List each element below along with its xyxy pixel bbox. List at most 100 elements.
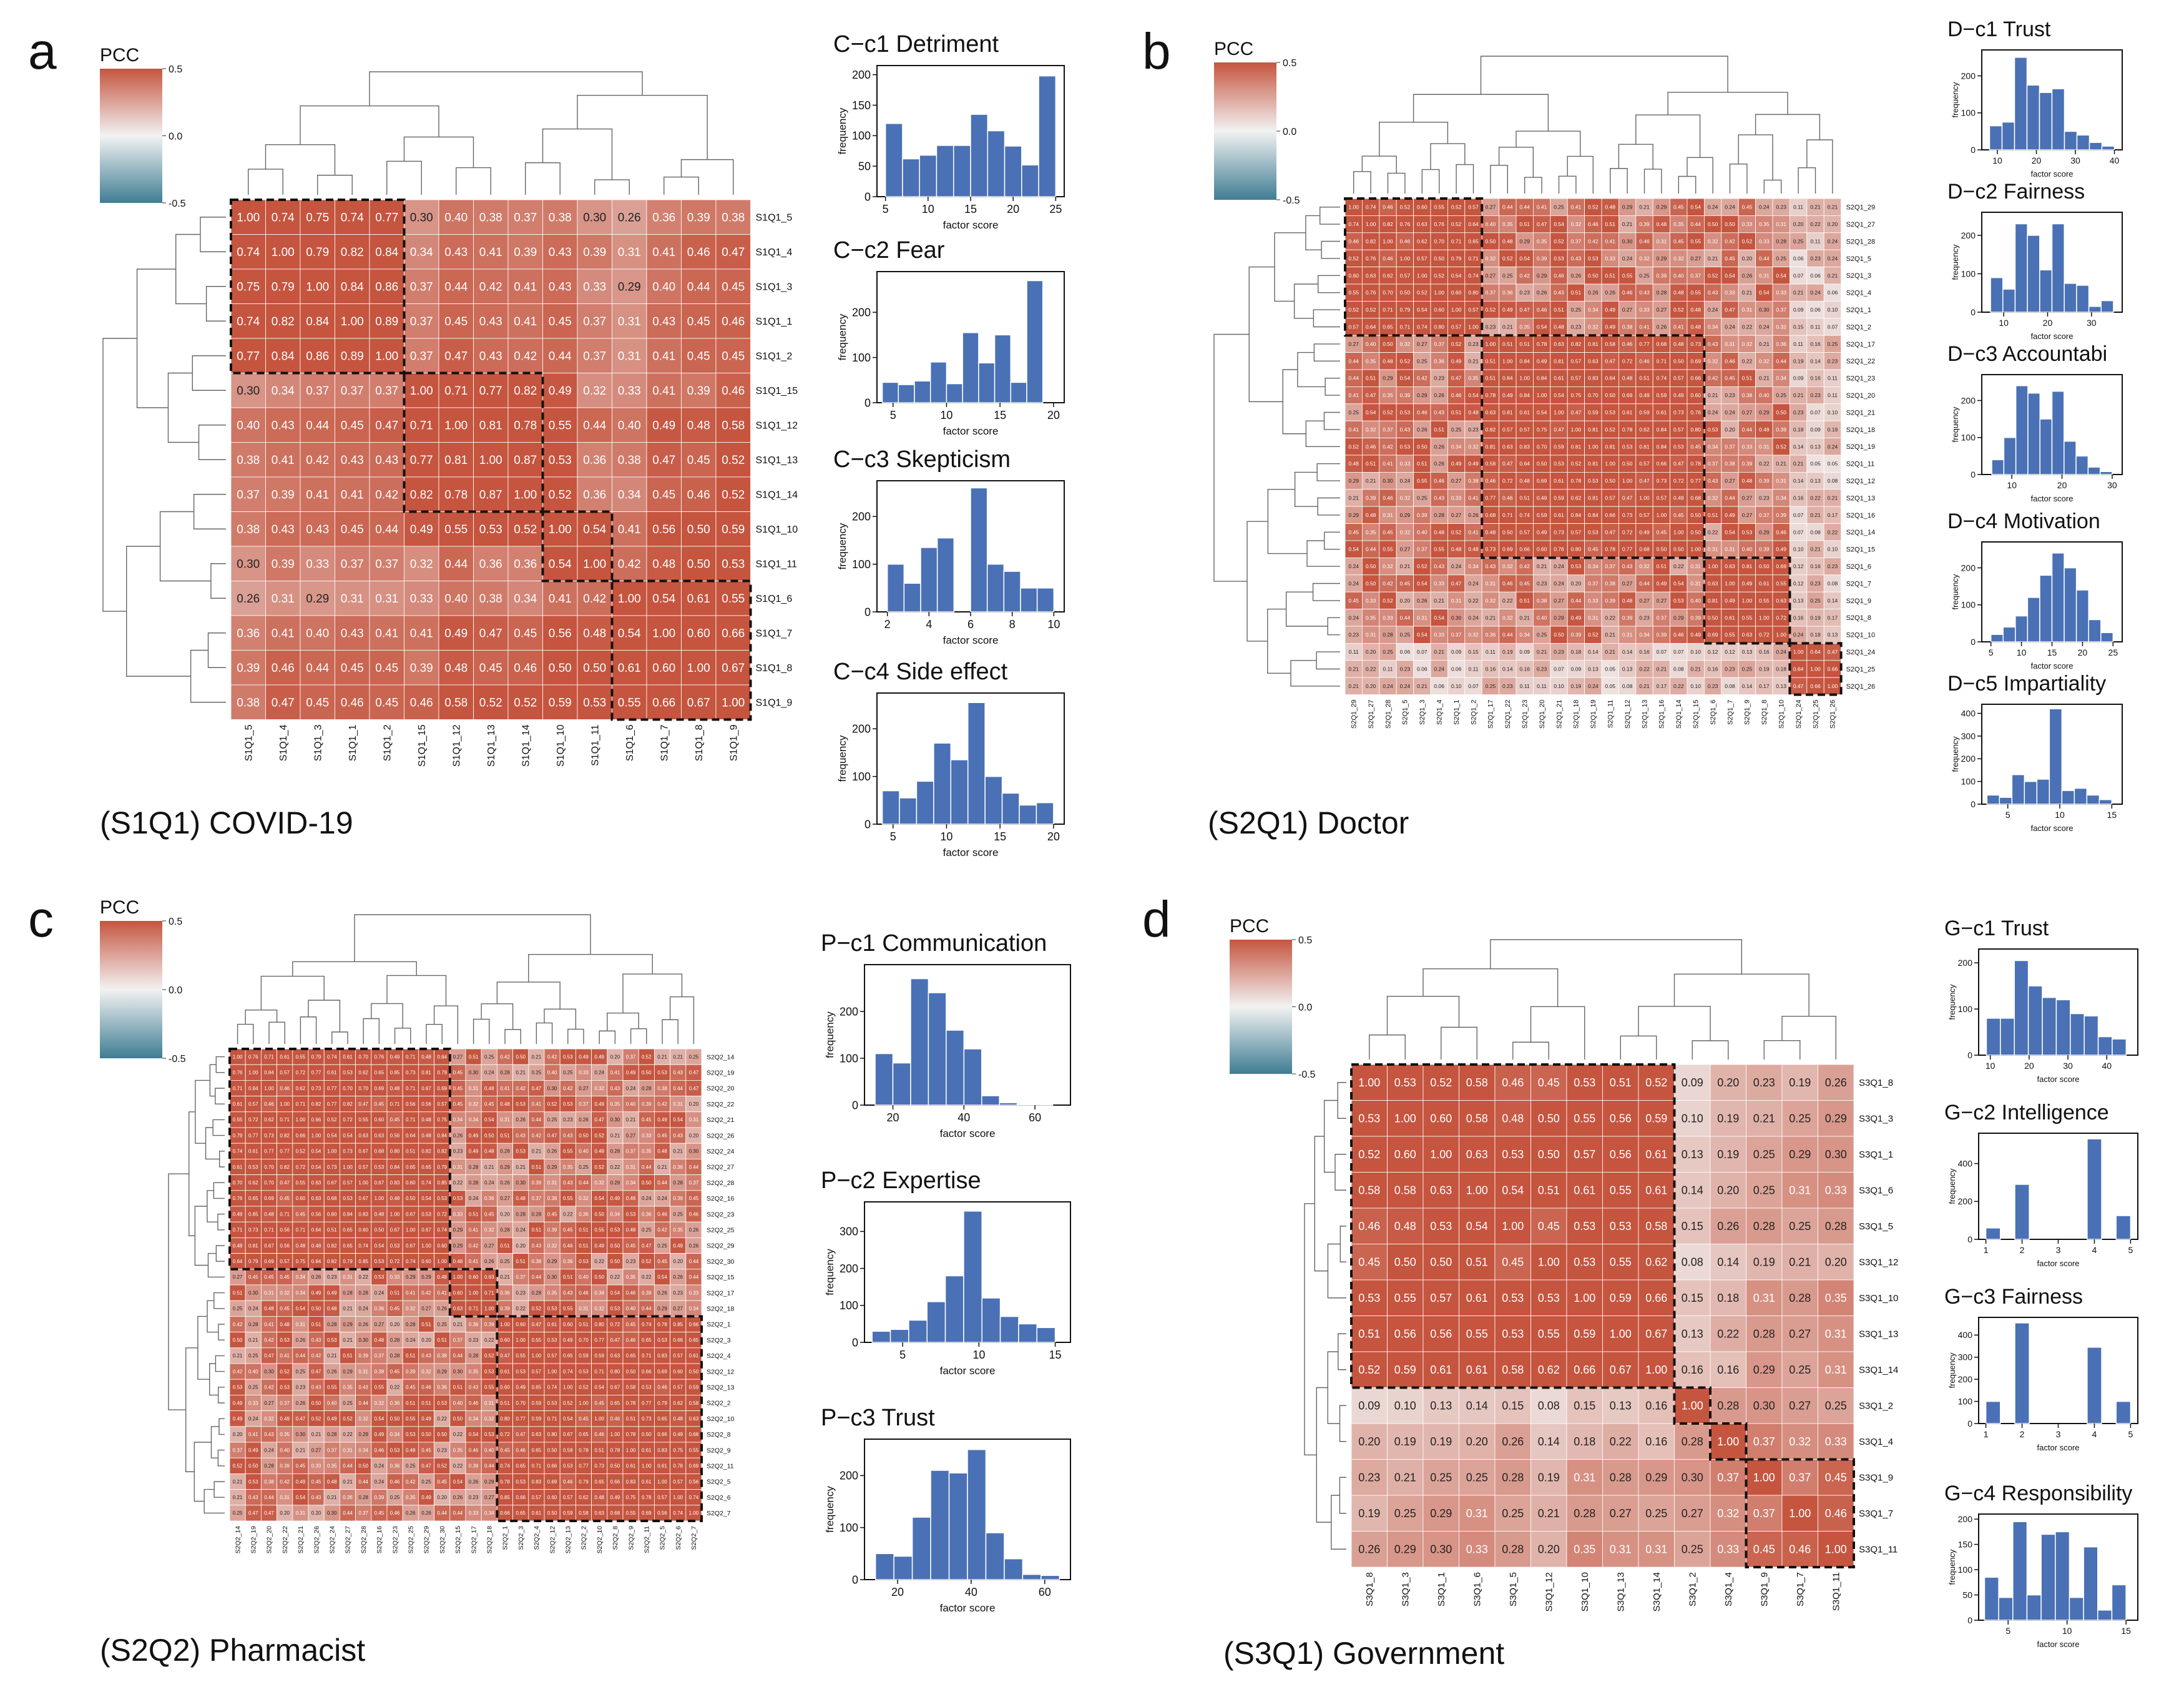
y-tick-label: 100 bbox=[1961, 268, 1976, 278]
heatmap-cell bbox=[1430, 215, 1448, 234]
heatmap-cell-label: 0.55 bbox=[1690, 238, 1701, 244]
heatmap-cell-label: 0.76 bbox=[1366, 290, 1376, 296]
heatmap-cell-label: 0.26 bbox=[673, 1274, 683, 1280]
heatmap-cell-label: 0.48 bbox=[673, 1416, 683, 1422]
heatmap-cell-label: 0.28 bbox=[1789, 1292, 1811, 1304]
heatmap-cell-label: 0.82 bbox=[1383, 221, 1393, 227]
histogram-bar bbox=[2075, 589, 2089, 642]
heatmap-cell-label: 0.26 bbox=[1502, 1435, 1524, 1448]
heatmap-cell bbox=[577, 650, 612, 686]
heatmap-cell-label: 0.57 bbox=[1673, 375, 1684, 381]
heatmap-cell-label: 1.00 bbox=[1610, 1328, 1632, 1340]
column-label: S3Q1_13 bbox=[1616, 1572, 1627, 1611]
heatmap-cell-label: 0.46 bbox=[341, 696, 364, 709]
x-tick-label: 15 bbox=[964, 203, 977, 215]
heatmap-cell bbox=[438, 303, 474, 339]
dendrogram-branch bbox=[1267, 608, 1291, 674]
heatmap-cell-label: 0.53 bbox=[516, 1369, 526, 1374]
heatmap-cell-label: 0.35 bbox=[610, 1101, 620, 1107]
heatmap-cell-label: 0.46 bbox=[1789, 1543, 1811, 1556]
row-label: S2Q2_15 bbox=[707, 1274, 735, 1281]
heatmap-cell-label: 0.41 bbox=[652, 385, 675, 398]
heatmap-cell-label: 0.84 bbox=[1588, 512, 1599, 518]
heatmap-cell-label: 0.36 bbox=[1776, 341, 1786, 347]
heatmap-cell-label: 0.32 bbox=[406, 1306, 416, 1312]
heatmap-cell-label: 0.52 bbox=[1434, 272, 1444, 278]
heatmap-cell-label: 0.70 bbox=[358, 1086, 368, 1091]
heatmap-cell-label: 0.23 bbox=[1571, 323, 1582, 330]
heatmap-cell-label: 0.26 bbox=[1605, 290, 1615, 296]
dendrogram-branch bbox=[456, 167, 491, 195]
column-label: S2Q2_10 bbox=[596, 1526, 604, 1554]
heatmap-cell-label: 0.07 bbox=[1657, 649, 1667, 655]
heatmap-cell-label: 0.31 bbox=[1690, 563, 1701, 569]
heatmap-cell-label: 0.31 bbox=[689, 1117, 699, 1123]
heatmap-cell-label: 0.55 bbox=[1759, 598, 1770, 604]
heatmap-cell-label: 0.79 bbox=[311, 1054, 321, 1060]
heatmap-cell-label: 0.50 bbox=[1366, 580, 1376, 586]
heatmap-cell bbox=[1361, 198, 1380, 216]
heatmap-cell-label: 1.00 bbox=[1673, 529, 1684, 535]
heatmap-cell-label: 0.29 bbox=[618, 280, 641, 293]
heatmap-cell bbox=[1618, 300, 1637, 319]
heatmap-cell-label: 0.24 bbox=[484, 1180, 494, 1186]
heatmap-cell-label: 0.20 bbox=[1825, 1256, 1847, 1269]
row-label: S2Q1_29 bbox=[1846, 204, 1875, 212]
heatmap-cell-label: 0.52 bbox=[1486, 307, 1496, 313]
heatmap-cell-label: 0.43 bbox=[375, 454, 398, 467]
heatmap-cell-label: 0.41 bbox=[1537, 204, 1547, 210]
histogram-bar bbox=[2064, 567, 2077, 642]
heatmap-cell-label: 0.80 bbox=[390, 1149, 400, 1154]
row-label: S2Q2_26 bbox=[707, 1132, 735, 1139]
heatmap-cell-label: 0.74 bbox=[500, 1463, 510, 1469]
heatmap-cell-label: 0.21 bbox=[1753, 1113, 1775, 1125]
dendrogram-branch bbox=[1490, 164, 1508, 194]
dendrogram-branch bbox=[1325, 378, 1340, 396]
heatmap-cell-label: 0.32 bbox=[1708, 494, 1718, 501]
y-axis-label: frequency bbox=[1951, 736, 1960, 772]
heatmap-cell-label: 0.49 bbox=[1571, 614, 1582, 621]
colorbar-tick: 0.0 bbox=[169, 985, 182, 996]
heatmap-cell-label: 0.21 bbox=[1690, 666, 1701, 672]
heatmap-cell-label: 0.70 bbox=[358, 1054, 368, 1060]
row-label: S3Q1_5 bbox=[1859, 1221, 1893, 1232]
heatmap-cell-label: 0.19 bbox=[1789, 1076, 1811, 1089]
heatmap-cell-label: 0.55 bbox=[532, 1337, 542, 1343]
heatmap-cell-label: 0.60 bbox=[296, 1196, 306, 1201]
heatmap-cell-label: 0.43 bbox=[272, 419, 295, 432]
heatmap-cell-label: 0.77 bbox=[248, 1133, 258, 1138]
column-label: S3Q1_12 bbox=[1544, 1572, 1555, 1611]
heatmap-cell-label: 0.47 bbox=[532, 1322, 542, 1327]
heatmap-cell-label: 0.50 bbox=[689, 1369, 699, 1374]
heatmap-cell-label: 0.69 bbox=[437, 1086, 447, 1091]
heatmap-cell-label: 0.47 bbox=[547, 1133, 557, 1138]
heatmap-cell-label: 0.78 bbox=[579, 1447, 589, 1453]
heatmap-cell-label: 0.41 bbox=[437, 1290, 447, 1296]
heatmap-cell-label: 0.39 bbox=[532, 1180, 542, 1186]
heatmap-cell bbox=[715, 234, 751, 270]
y-tick-label: 100 bbox=[852, 770, 871, 783]
heatmap-cell-label: 0.41 bbox=[1605, 238, 1615, 244]
row-label: S2Q1_3 bbox=[1846, 272, 1871, 280]
heatmap-cell-label: 0.46 bbox=[722, 385, 745, 398]
heatmap-cell-label: 0.74 bbox=[642, 1322, 652, 1327]
heatmap-cell-label: 0.28 bbox=[469, 1164, 479, 1170]
heatmap-cell-label: 0.56 bbox=[280, 1227, 290, 1233]
heatmap-cell-label: 0.60 bbox=[1348, 272, 1359, 278]
heatmap-cell-label: 0.41 bbox=[1348, 426, 1359, 433]
heatmap-cell-label: 0.30 bbox=[1759, 307, 1770, 313]
heatmap-cell bbox=[1567, 232, 1585, 250]
heatmap-cell bbox=[681, 234, 717, 270]
heatmap-cell-label: 0.50 bbox=[1366, 563, 1376, 569]
heatmap-cell-label: 0.52 bbox=[1451, 529, 1462, 535]
row-label: S2Q1_7 bbox=[1846, 580, 1871, 588]
heatmap-cell-label: 0.74 bbox=[406, 1259, 416, 1264]
x-tick-label: 10 bbox=[1047, 618, 1060, 631]
heatmap-cell-label: 0.33 bbox=[1366, 598, 1376, 604]
heatmap-cell-label: 0.71 bbox=[406, 1086, 416, 1091]
heatmap-cell-label: 0.46 bbox=[375, 1447, 384, 1453]
heatmap-cell-label: 0.43 bbox=[549, 280, 572, 293]
heatmap-cell-label: 0.52 bbox=[1673, 307, 1684, 313]
heatmap-cell-label: 0.78 bbox=[1537, 341, 1547, 347]
heatmap-cell-label: 0.31 bbox=[1417, 614, 1427, 621]
